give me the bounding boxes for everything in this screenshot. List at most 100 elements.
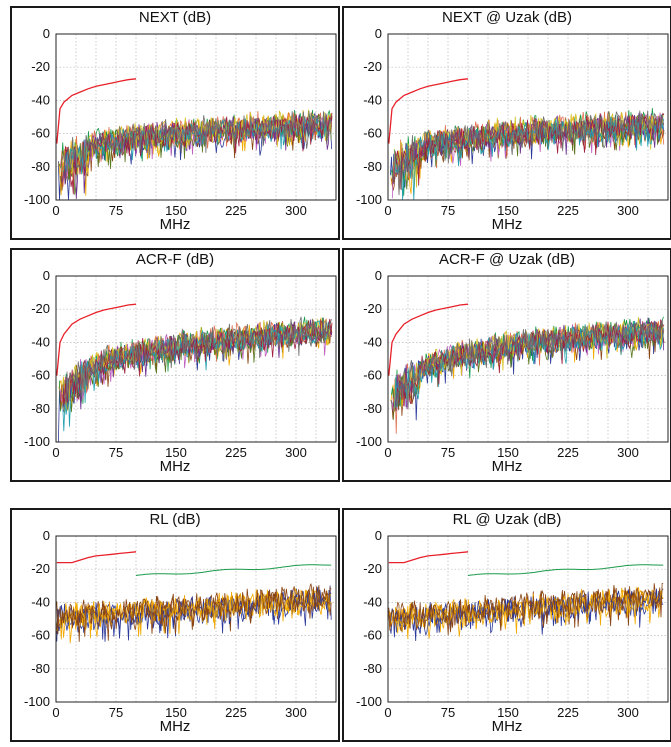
y-tick-label: -80 [363, 661, 382, 676]
y-tick-label: -60 [31, 126, 50, 141]
y-tick-label: -40 [31, 334, 50, 349]
y-tick-label: -60 [31, 628, 50, 643]
chart-title: ACR-F @ Uzak (dB) [438, 251, 576, 268]
x-tick-label: 75 [109, 445, 123, 460]
x-axis-label: MHz [491, 216, 523, 233]
y-tick-label: -80 [363, 159, 382, 174]
y-tick-label: -60 [363, 126, 382, 141]
measurement-trace [395, 319, 664, 412]
y-tick-label: -20 [363, 59, 382, 74]
measurement-trace [63, 110, 332, 176]
x-tick-label: 150 [497, 445, 519, 460]
limit-line [388, 303, 469, 376]
limit-line [388, 78, 469, 144]
y-tick-label: -60 [31, 368, 50, 383]
x-tick-label: 75 [109, 705, 123, 720]
x-tick-label: 0 [52, 705, 59, 720]
y-tick-label: -60 [363, 368, 382, 383]
plot-frame [387, 535, 669, 703]
y-tick-label: -40 [363, 594, 382, 609]
x-tick-label: 225 [225, 203, 247, 218]
measurement-traces [390, 316, 665, 434]
measurement-trace [56, 587, 332, 644]
chart-panel-rl: RL (dB) MHz 0 -20 -40 -60 -80 -100 0 75 150 225 300 [10, 508, 340, 742]
x-tick-label: 150 [165, 203, 187, 218]
measurement-trace [467, 564, 664, 576]
y-tick-label: -100 [24, 192, 50, 207]
plot-frame [55, 275, 337, 443]
limit-line [56, 551, 137, 564]
y-tick-label: -20 [31, 301, 50, 316]
chart-panel-next-far: NEXT @ Uzak (dB) MHz 0 -20 -40 -60 -80 -100 0 75 1… [342, 6, 671, 240]
x-tick-label: 150 [165, 705, 187, 720]
x-axis-label: MHz [159, 718, 191, 735]
plot-frame [55, 33, 337, 201]
x-axis-label: MHz [159, 216, 191, 233]
x-tick-label: 150 [497, 203, 519, 218]
x-tick-label: 75 [441, 445, 455, 460]
measurement-trace [394, 112, 665, 190]
chart-panel-rl-far: RL @ Uzak (dB) MHz 0 -20 -40 -60 -80 -100 0 75 150… [342, 508, 671, 742]
y-tick-label: -80 [31, 661, 50, 676]
x-tick-label: 300 [285, 445, 307, 460]
x-tick-label: 225 [557, 445, 579, 460]
chart-panel-acrf-far: ACR-F @ Uzak (dB) MHz 0 -20 -40 -60 -80 -100 0 75… [342, 248, 671, 482]
x-tick-label: 0 [384, 445, 391, 460]
x-tick-label: 0 [384, 705, 391, 720]
plot-frame [387, 33, 669, 201]
plot-frame [387, 275, 669, 443]
x-tick-label: 225 [557, 203, 579, 218]
chart-panel-acrf: ACR-F (dB) MHz 0 -20 -40 -60 -80 -100 0 75 150 225 3… [10, 248, 340, 482]
measurement-traces [58, 316, 333, 442]
y-tick-label: -100 [24, 434, 50, 449]
chart-title: NEXT @ Uzak (dB) [442, 9, 572, 26]
measurement-trace [62, 318, 333, 404]
x-tick-label: 0 [384, 203, 391, 218]
limit-line [56, 303, 137, 376]
x-tick-label: 0 [52, 203, 59, 218]
measurement-trace [393, 317, 664, 409]
measurement-trace [135, 564, 332, 576]
x-tick-label: 300 [617, 203, 639, 218]
measurement-traces [56, 564, 332, 644]
y-tick-label: -20 [363, 561, 382, 576]
x-axis-label: MHz [491, 458, 523, 475]
limit-line [388, 551, 469, 564]
y-tick-label: -20 [31, 59, 50, 74]
measurement-trace [395, 110, 664, 196]
x-tick-label: 0 [52, 445, 59, 460]
chart-title: NEXT (dB) [138, 9, 212, 26]
x-tick-label: 300 [617, 705, 639, 720]
chart-title: ACR-F (dB) [135, 251, 215, 268]
y-tick-label: 0 [43, 26, 50, 41]
y-tick-label: 0 [375, 528, 382, 543]
measurement-trace [56, 585, 332, 642]
x-tick-label: 75 [441, 203, 455, 218]
y-tick-label: -100 [356, 694, 382, 709]
x-tick-label: 225 [225, 445, 247, 460]
measurement-trace [63, 316, 332, 402]
x-tick-label: 150 [497, 705, 519, 720]
x-tick-label: 225 [225, 705, 247, 720]
chart-panel-next: NEXT (dB) MHz 0 -20 -40 -60 -80 -100 0 75 150 225 30… [10, 6, 340, 240]
y-tick-label: -100 [356, 434, 382, 449]
y-tick-label: -80 [363, 401, 382, 416]
measurement-trace [388, 583, 664, 636]
x-tick-label: 225 [557, 705, 579, 720]
x-axis-label: MHz [491, 718, 523, 735]
y-tick-label: -60 [363, 628, 382, 643]
measurement-traces [58, 109, 333, 200]
y-tick-label: 0 [43, 268, 50, 283]
y-tick-label: -80 [31, 401, 50, 416]
y-tick-label: -40 [31, 92, 50, 107]
measurement-traces [388, 564, 664, 642]
limit-line [56, 78, 137, 144]
y-tick-label: -100 [24, 694, 50, 709]
plot-frame [55, 535, 337, 703]
